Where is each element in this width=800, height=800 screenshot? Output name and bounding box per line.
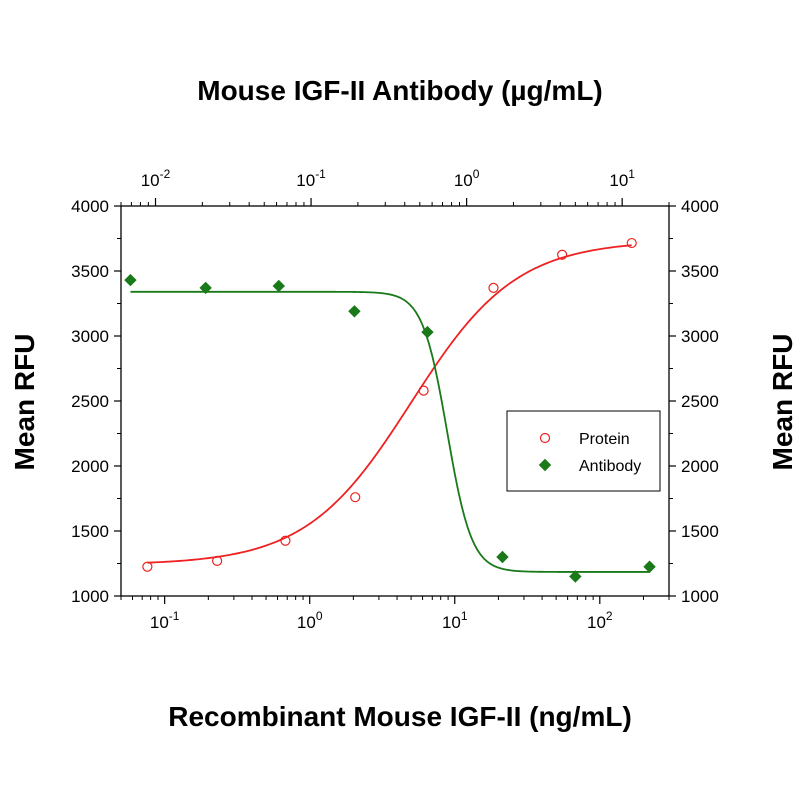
protein-point: [418, 385, 429, 396]
protein-point: [626, 237, 637, 249]
legend-label-antibody: Antibody: [579, 458, 641, 475]
bottom-axis-title: Recombinant Mouse IGF-II (ng/mL): [168, 701, 632, 732]
y-tick-label-left: 1500: [71, 522, 109, 541]
y-tick-label-right: 4000: [681, 197, 719, 216]
y-tick-label-right: 2500: [681, 392, 719, 411]
legend: Protein Antibody: [506, 410, 661, 492]
right-axis-title: Mean RFU: [767, 334, 798, 471]
top-tick-label: 10-1: [296, 167, 326, 190]
top-tick-label: 101: [609, 167, 635, 190]
bottom-tick-label: 10-1: [150, 609, 180, 632]
protein-point: [280, 535, 291, 546]
legend-box: [506, 410, 661, 492]
antibody-point: [421, 325, 434, 339]
antibody-point: [643, 560, 656, 573]
protein-point: [488, 282, 499, 293]
bottom-tick-label: 100: [297, 609, 323, 632]
top-tick-label: 10-2: [141, 167, 171, 190]
antibody-point: [199, 281, 212, 295]
y-tick-label-left: 3000: [71, 327, 109, 346]
y-tick-label-left: 2500: [71, 392, 109, 411]
y-tick-label-right: 2000: [681, 457, 719, 476]
axes-layer: 1000 1000 1500 1500 2000 2000 2500 2500 3000 3000…: [71, 167, 719, 632]
protein-point: [350, 492, 361, 503]
legend-marker-antibody: [538, 458, 552, 472]
protein-point: [212, 555, 223, 567]
top-axis-title: Mouse IGF-II Antibody (µg/mL): [197, 75, 603, 106]
y-tick-label-left: 2000: [71, 457, 109, 476]
protein-point: [557, 249, 568, 260]
antibody-point: [496, 550, 509, 564]
plot-frame: [120, 205, 670, 597]
antibody-point: [569, 570, 582, 583]
y-tick-label-left: 3500: [71, 262, 109, 281]
antibody-point: [124, 273, 137, 287]
data-points: [124, 237, 656, 583]
protein-point: [142, 561, 153, 572]
y-tick-label-right: 1500: [681, 522, 719, 541]
bottom-tick-label: 102: [587, 609, 613, 632]
protein-fit-curve: [147, 244, 632, 564]
bottom-tick-label: 101: [442, 609, 468, 632]
antibody-fit-curve: [130, 290, 650, 573]
y-tick-label-left: 1000: [71, 587, 109, 606]
antibody-point: [348, 305, 361, 318]
y-tick-label-left: 4000: [71, 197, 109, 216]
y-tick-label-right: 1000: [681, 587, 719, 606]
fit-curves: [130, 244, 650, 573]
legend-label-protein: Protein: [579, 431, 630, 448]
legend-marker-protein: [539, 432, 551, 444]
y-tick-label-right: 3000: [681, 327, 719, 346]
antibody-point: [272, 279, 285, 293]
left-axis-title: Mean RFU: [9, 334, 40, 471]
top-tick-label: 100: [454, 167, 480, 190]
y-tick-label-right: 3500: [681, 262, 719, 281]
